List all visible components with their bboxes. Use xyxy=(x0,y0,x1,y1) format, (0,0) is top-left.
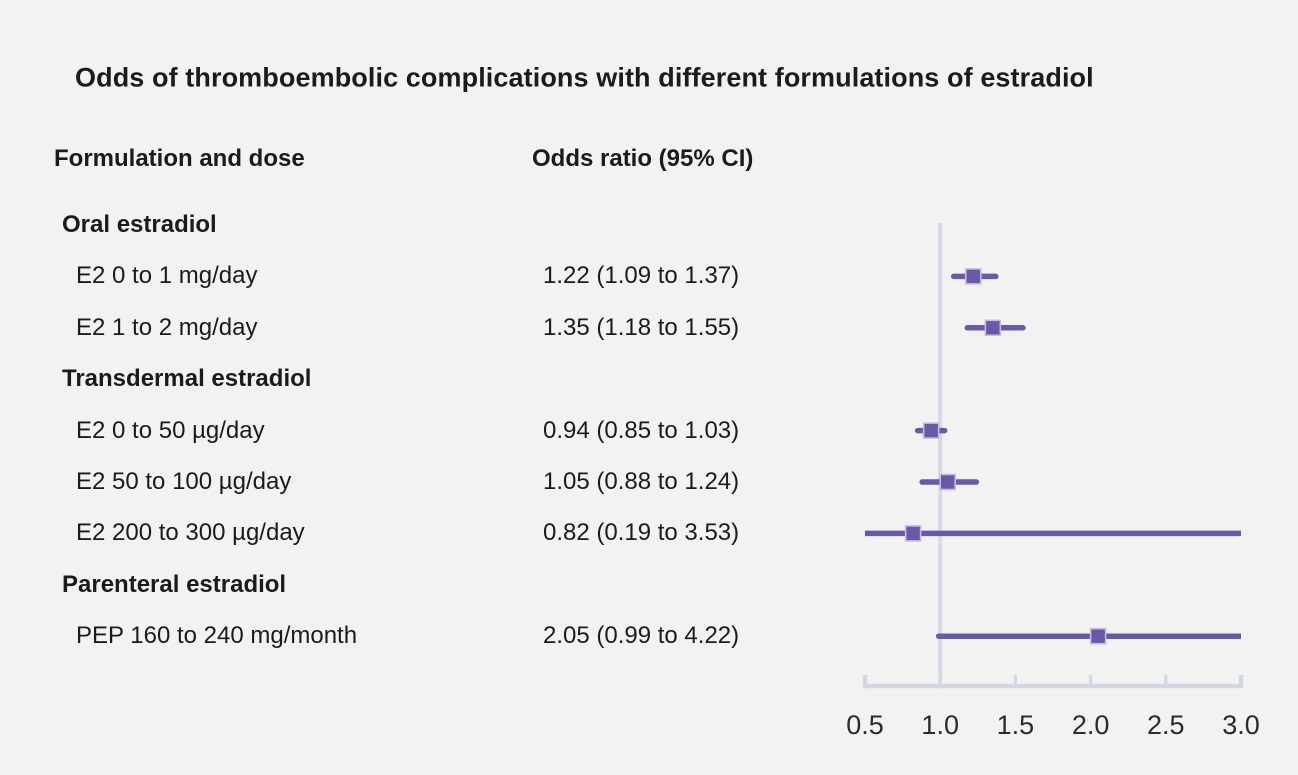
ci-cap-low xyxy=(935,633,942,639)
group-label: Parenteral estradiol xyxy=(62,570,287,598)
x-axis-tick-label: 2.5 xyxy=(1147,710,1185,740)
group-label: Oral estradiol xyxy=(62,211,217,238)
row-odds-ratio-value: 1.22 (1.09 to 1.37) xyxy=(543,262,740,290)
ci-cap-high xyxy=(973,479,980,485)
ci-cap-high xyxy=(1020,325,1026,331)
x-axis-line xyxy=(862,675,1244,689)
row-label: E2 200 to 300 µg/day xyxy=(76,519,305,547)
point-estimate-marker xyxy=(1089,627,1107,645)
row-label: E2 1 to 2 mg/day xyxy=(76,313,258,341)
row-label: PEP 160 to 240 mg/month xyxy=(76,622,358,650)
x-axis-tick-label: 2.0 xyxy=(1072,710,1110,740)
row-label: E2 50 to 100 µg/day xyxy=(76,468,292,495)
row-odds-ratio-value: 2.05 (0.99 to 4.22) xyxy=(543,622,740,650)
column-header-odds-ratio: Odds ratio (95% CI) xyxy=(532,145,754,172)
group-label: Transdermal estradiol xyxy=(62,365,312,393)
x-axis-tick-label: 1.0 xyxy=(921,710,959,740)
point-estimate-marker xyxy=(939,473,957,491)
row-odds-ratio-value: 1.35 (1.18 to 1.55) xyxy=(543,313,740,341)
point-estimate-marker xyxy=(904,525,922,542)
row-odds-ratio-value: 1.05 (0.88 to 1.24) xyxy=(543,468,740,495)
row-odds-ratio-value: 0.82 (0.19 to 3.53) xyxy=(543,519,740,547)
ci-cap-low xyxy=(964,325,971,331)
ci-cap-high xyxy=(941,427,948,434)
ci-cap-low xyxy=(914,427,921,434)
x-axis-tick-label: 1.5 xyxy=(997,710,1035,740)
ci-cap-low xyxy=(950,273,957,280)
x-axis-tick-label: 0.5 xyxy=(846,710,884,740)
point-estimate-marker xyxy=(922,422,940,439)
x-axis-tick-label: 3.0 xyxy=(1222,710,1260,740)
row-label: E2 0 to 50 µg/day xyxy=(76,416,265,444)
point-estimate-marker xyxy=(964,268,982,285)
column-header-formulation: Formulation and dose xyxy=(54,145,305,172)
ci-cap-low xyxy=(919,479,925,485)
ci-cap-high xyxy=(993,273,999,280)
figure-title: Odds of thromboembolic complications wit… xyxy=(75,62,1094,93)
row-odds-ratio-value: 0.94 (0.85 to 1.03) xyxy=(543,416,740,444)
point-estimate-marker xyxy=(984,319,1002,337)
row-label: E2 0 to 1 mg/day xyxy=(76,262,258,290)
